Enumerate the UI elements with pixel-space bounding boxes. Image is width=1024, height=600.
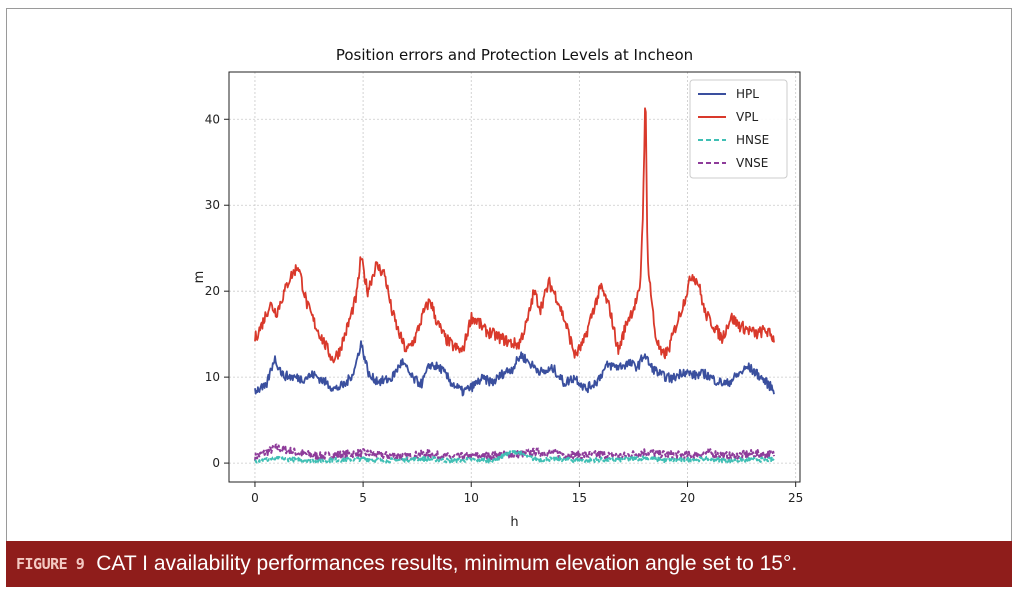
y-tick-label: 20 [205, 284, 220, 298]
y-tick-label: 30 [205, 198, 220, 212]
y-tick-label: 10 [205, 370, 220, 384]
figure-caption-bar: FIGURE 9 CAT I availability performances… [6, 541, 1012, 587]
series-line-hnse [254, 448, 775, 464]
y-tick-label: 0 [212, 456, 220, 470]
x-tick-label: 15 [572, 491, 587, 505]
chart-title: Position errors and Protection Levels at… [336, 46, 693, 64]
series-line-hpl [254, 340, 775, 397]
plot-area-frame [228, 71, 801, 483]
legend: HPL VPL HNSE VNSE [689, 79, 788, 179]
series-layer [254, 107, 775, 464]
series-line-vpl [254, 107, 775, 364]
tick-layer: 0 5 10 15 20 25 0 10 20 30 40 [205, 112, 804, 505]
legend-box [689, 79, 788, 179]
legend-label-vnse: VNSE [736, 156, 768, 170]
y-tick-label: 40 [205, 112, 220, 126]
grid-lines [229, 72, 800, 482]
x-axis-label: h [510, 515, 518, 530]
x-tick-label: 20 [680, 491, 695, 505]
series-line-vnse [254, 443, 775, 461]
figure-label: FIGURE 9 [16, 555, 85, 573]
legend-label-hpl: HPL [736, 87, 759, 101]
x-tick-label: 5 [359, 491, 367, 505]
x-tick-label: 0 [251, 491, 259, 505]
x-tick-label: 10 [464, 491, 479, 505]
y-axis-label: m [192, 271, 207, 284]
x-tick-label: 25 [788, 491, 803, 505]
figure-caption: CAT I availability performances results,… [96, 552, 798, 575]
legend-label-vpl: VPL [736, 110, 758, 124]
figure-frame [6, 8, 1012, 586]
legend-label-hnse: HNSE [736, 133, 769, 147]
